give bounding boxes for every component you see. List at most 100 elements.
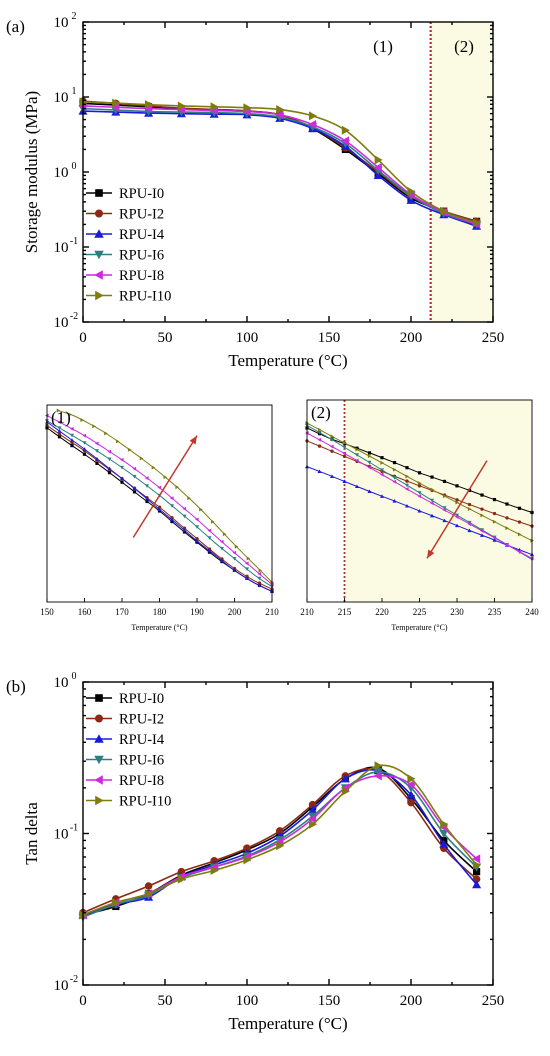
panel-label: (1) <box>51 408 71 427</box>
legend-entry: RPU-I0 <box>86 691 164 707</box>
data-point <box>107 471 112 475</box>
data-point <box>430 487 434 492</box>
x-axis-label: Temperature (°C) <box>228 351 347 370</box>
data-point <box>380 494 384 498</box>
region-label-1: (1) <box>373 37 393 56</box>
data-point <box>492 535 497 540</box>
data-point <box>145 100 154 110</box>
data-point <box>472 854 481 864</box>
data-point <box>455 500 459 505</box>
data-point <box>406 780 415 790</box>
data-point <box>116 439 120 444</box>
y-tick-base: 10 <box>54 315 69 331</box>
y-tick-base: 10 <box>54 240 69 256</box>
data-point <box>373 771 382 781</box>
data-point <box>232 557 237 561</box>
legend-marker <box>94 775 103 785</box>
data-point <box>234 544 239 549</box>
data-point <box>442 506 447 510</box>
legend-label: RPU-I2 <box>119 207 164 223</box>
data-point <box>120 480 124 484</box>
shaded-region <box>344 400 532 602</box>
series-RPU-I2 <box>45 423 274 591</box>
data-point <box>492 519 497 524</box>
trend-arrow-head <box>189 435 197 445</box>
data-point <box>120 465 124 470</box>
x-tick-label: 160 <box>78 607 92 617</box>
data-point <box>455 513 459 518</box>
x-tick-label: 210 <box>300 607 314 617</box>
legend-label: RPU-I4 <box>119 227 165 243</box>
data-point <box>182 506 187 511</box>
data-point <box>145 484 149 488</box>
data-point <box>210 865 219 875</box>
legend: RPU-I0 RPU-I2 RPU-I4 RPU-I6 RPU-I8 RPU-I10 <box>86 691 171 810</box>
x-tick-label: 150 <box>318 993 341 1009</box>
x-tick-label: 150 <box>318 330 341 346</box>
data-point <box>107 466 112 471</box>
data-point <box>317 444 322 448</box>
data-point <box>380 456 384 460</box>
data-point <box>405 483 409 488</box>
data-point <box>257 571 262 576</box>
legend-label: RPU-I4 <box>119 732 165 748</box>
panel-label: (2) <box>311 403 331 422</box>
data-point <box>317 437 322 442</box>
data-point <box>374 155 383 165</box>
legend-label: RPU-I10 <box>119 794 171 810</box>
data-point <box>132 486 137 491</box>
legend-label: RPU-I8 <box>119 268 164 284</box>
data-point <box>220 539 224 544</box>
data-point <box>195 525 199 529</box>
data-point <box>245 561 249 566</box>
x-tick-label: 210 <box>265 607 279 617</box>
y-tick-exponent: 2 <box>72 11 77 22</box>
data-point <box>187 496 191 501</box>
legend-entry: RPU-I6 <box>86 753 164 769</box>
series-RPU-I10 <box>79 97 482 228</box>
data-point <box>439 829 449 838</box>
data-point <box>467 502 472 507</box>
x-tick-label: 200 <box>400 330 423 346</box>
legend-entry: RPU-I0 <box>86 186 164 202</box>
data-point <box>342 445 347 450</box>
data-point <box>257 576 262 581</box>
data-point <box>340 136 349 146</box>
y-tick-exponent: -1 <box>70 823 78 834</box>
data-point <box>480 533 484 537</box>
data-point <box>276 827 284 835</box>
data-point <box>392 460 397 465</box>
data-point <box>440 819 449 829</box>
y-tick-base: 10 <box>54 978 69 994</box>
data-point <box>232 568 237 573</box>
data-point <box>222 532 227 537</box>
data-point <box>355 484 359 489</box>
trend-arrow <box>132 435 198 538</box>
series-RPU-I10 <box>56 408 274 585</box>
data-point <box>406 790 416 799</box>
data-point <box>132 490 137 494</box>
y-tick-label: 10 2 <box>54 11 77 31</box>
data-point <box>70 438 74 442</box>
data-point <box>405 466 409 470</box>
data-point <box>182 514 187 519</box>
y-tick-base: 10 <box>54 827 69 843</box>
data-point <box>430 475 434 479</box>
x-tick-label: 220 <box>375 607 389 617</box>
x-axis-label: Temperature (°C) <box>228 1014 347 1033</box>
data-point <box>132 474 137 479</box>
data-point <box>309 819 318 829</box>
data-point <box>317 469 322 474</box>
data-point <box>442 494 447 499</box>
data-point <box>505 542 509 547</box>
data-point <box>258 568 263 573</box>
data-point <box>467 521 472 526</box>
data-point <box>342 440 347 445</box>
data-point <box>170 496 174 501</box>
x-tick-label: 200 <box>228 607 242 617</box>
data-point <box>367 451 372 455</box>
series-RPU-I8 <box>305 431 534 561</box>
legend-entry: RPU-I4 <box>86 732 165 748</box>
data-point <box>95 441 99 446</box>
